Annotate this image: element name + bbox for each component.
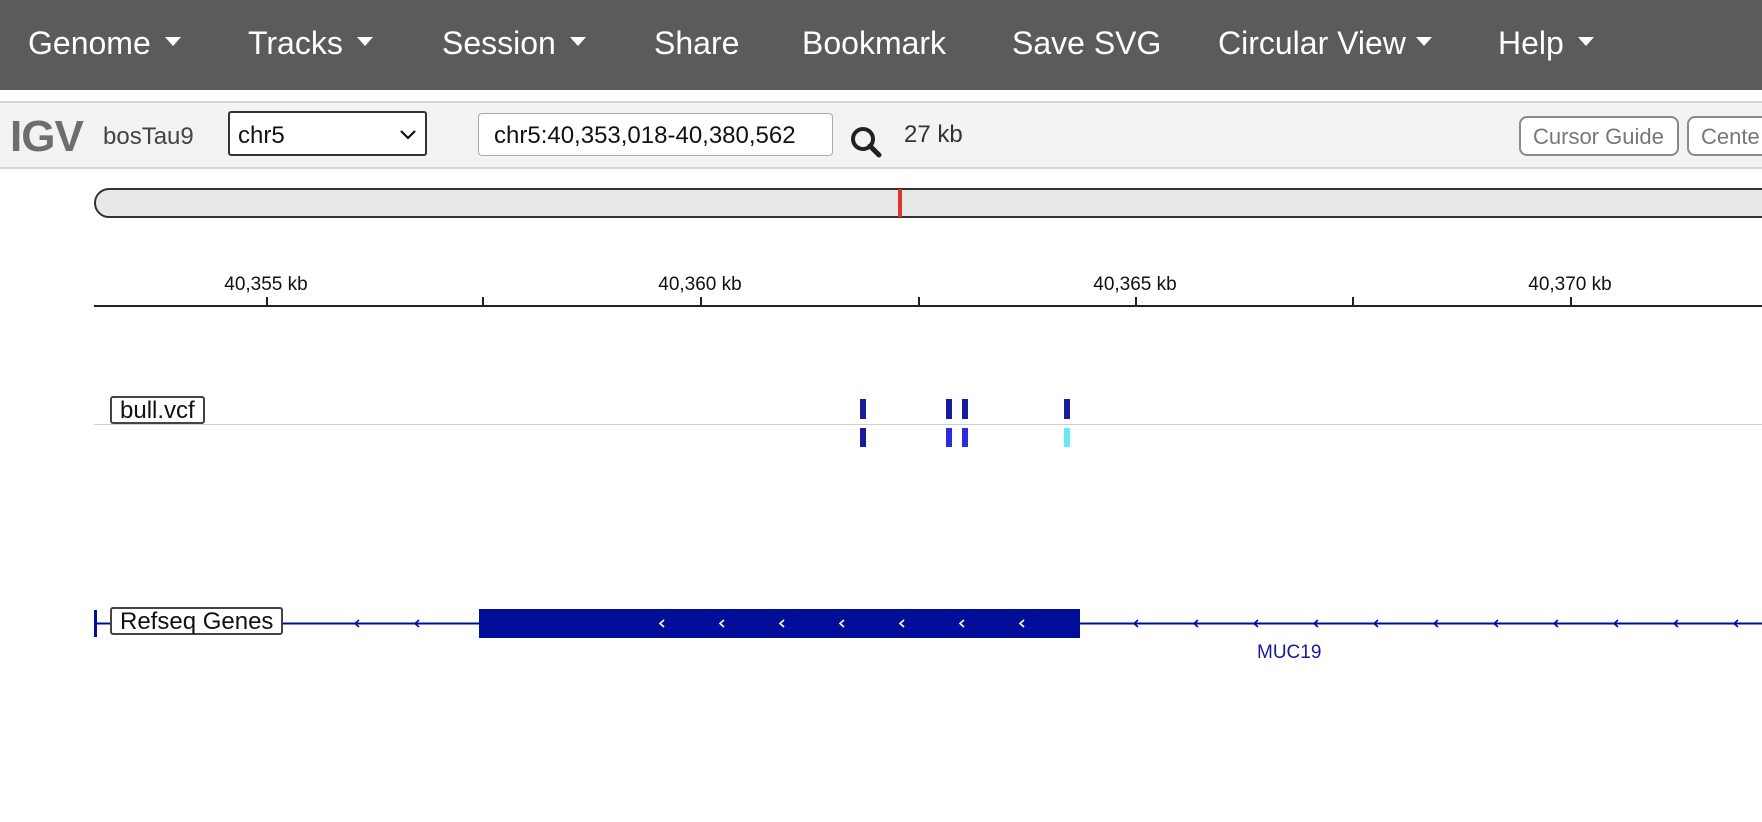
chevron-down-icon bbox=[569, 37, 586, 47]
ruler-tick-label: 40,365 kb bbox=[1093, 274, 1177, 295]
vcf-track-name[interactable]: bull.vcf bbox=[110, 396, 205, 424]
ruler-tick bbox=[1570, 297, 1572, 306]
session-menu[interactable]: Session bbox=[442, 0, 586, 90]
chevron-down-icon bbox=[400, 130, 416, 140]
session-menu-label: Session bbox=[442, 25, 556, 61]
variant-genotype-mark[interactable] bbox=[946, 428, 952, 447]
ruler-axis-line bbox=[94, 305, 1762, 307]
variant-site-mark[interactable] bbox=[860, 399, 866, 419]
vcf-track-baseline bbox=[94, 424, 1762, 425]
variant-genotype-mark[interactable] bbox=[962, 428, 968, 447]
chevron-down-icon bbox=[1577, 37, 1594, 47]
gene-exon bbox=[94, 610, 97, 637]
window-size-label: 27 kb bbox=[904, 121, 963, 148]
circular-view-menu-label: Circular View bbox=[1218, 25, 1406, 61]
variant-genotype-mark[interactable] bbox=[1064, 428, 1070, 447]
bookmark-button-label: Bookmark bbox=[802, 25, 947, 61]
share-button[interactable]: Share bbox=[654, 0, 739, 90]
help-menu[interactable]: Help bbox=[1498, 0, 1594, 90]
variant-site-mark[interactable] bbox=[946, 399, 952, 419]
variant-genotype-mark[interactable] bbox=[860, 428, 866, 447]
share-button-label: Share bbox=[654, 25, 740, 61]
search-icon[interactable] bbox=[849, 125, 883, 159]
cursor-guide-button[interactable]: Cursor Guide bbox=[1519, 116, 1679, 156]
save-svg-button[interactable]: Save SVG bbox=[1012, 0, 1161, 90]
chevron-down-icon bbox=[1415, 37, 1432, 47]
ruler-tick-label: 40,360 kb bbox=[658, 274, 742, 295]
bookmark-button[interactable]: Bookmark bbox=[802, 0, 946, 90]
ruler-tick bbox=[700, 297, 702, 306]
ruler-tick bbox=[1352, 297, 1354, 306]
refseq-genes-track-name[interactable]: Refseq Genes bbox=[110, 607, 284, 635]
strand-arrows-outside bbox=[353, 619, 1739, 628]
chromosome-value: chr5 bbox=[238, 122, 285, 149]
chromosome-ideogram[interactable] bbox=[94, 188, 1762, 218]
tracks-menu[interactable]: Tracks bbox=[248, 0, 373, 90]
ruler-tick bbox=[1135, 297, 1137, 306]
ruler-tick bbox=[482, 297, 484, 306]
ruler-tick bbox=[918, 297, 920, 306]
locus-value: chr5:40,353,018-40,380,562 bbox=[494, 122, 796, 149]
ruler-tick bbox=[266, 297, 268, 306]
igv-toolbar: IGV bosTau9 chr5 chr5:40,353,018-40,380,… bbox=[0, 101, 1762, 169]
refseq-gene-track[interactable] bbox=[0, 600, 1762, 640]
genome-label[interactable]: bosTau9 bbox=[103, 123, 194, 150]
top-navbar: Genome Tracks Session Share Bookmark Sav… bbox=[0, 0, 1762, 90]
circular-view-menu[interactable]: Circular View bbox=[1218, 0, 1432, 90]
help-menu-label: Help bbox=[1498, 25, 1564, 61]
igv-logo: IGV bbox=[10, 112, 84, 161]
center-line-button[interactable]: Cente bbox=[1687, 116, 1762, 156]
ruler-tick-label: 40,370 kb bbox=[1528, 274, 1612, 295]
strand-arrows-exon bbox=[658, 619, 1025, 628]
chevron-down-icon bbox=[356, 37, 373, 47]
save-svg-button-label: Save SVG bbox=[1012, 25, 1162, 61]
chevron-down-icon bbox=[164, 37, 181, 47]
ideogram-current-region-marker bbox=[898, 189, 902, 217]
chromosome-select[interactable]: chr5 bbox=[228, 111, 427, 156]
genome-menu-label: Genome bbox=[28, 25, 151, 61]
genome-menu[interactable]: Genome bbox=[28, 0, 181, 90]
variant-site-mark[interactable] bbox=[1064, 399, 1070, 419]
tracks-menu-label: Tracks bbox=[248, 25, 343, 61]
ruler-tick-label: 40,355 kb bbox=[224, 274, 308, 295]
gene-name-label[interactable]: MUC19 bbox=[1257, 642, 1322, 663]
variant-site-mark[interactable] bbox=[962, 399, 968, 419]
locus-search-input[interactable]: chr5:40,353,018-40,380,562 bbox=[478, 113, 833, 156]
